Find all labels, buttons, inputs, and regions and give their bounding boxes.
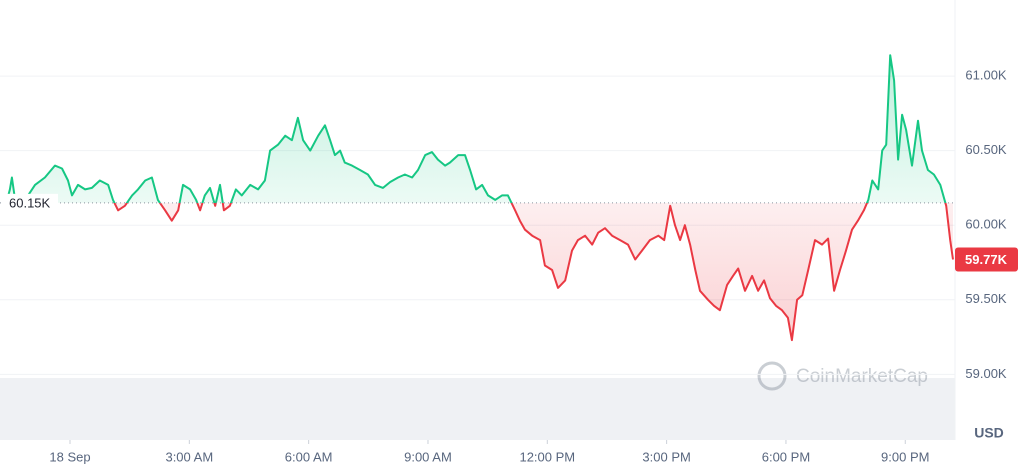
watermark-text: CoinMarketCap — [796, 366, 928, 387]
y-tick-label: 60.00K — [965, 217, 1007, 232]
y-tick-label: 61.00K — [965, 68, 1007, 83]
y-unit: USD — [974, 425, 1004, 441]
area — [5, 55, 953, 341]
y-tick-label: 59.50K — [965, 291, 1007, 306]
last-price-label: 59.77K — [965, 252, 1008, 267]
x-tick-label: 18 Sep — [49, 449, 90, 464]
x-tick-label: 3:00 PM — [642, 449, 690, 464]
baseline-label: 60.15K — [9, 195, 51, 210]
y-tick-label: 59.00K — [965, 366, 1007, 381]
price-line — [4, 54, 954, 342]
x-tick-label: 6:00 PM — [762, 449, 810, 464]
watermark: CoinMarketCap — [757, 361, 928, 391]
watermark-logo — [757, 361, 787, 391]
baseline-label-bg — [2, 193, 58, 212]
volume-area — [0, 378, 955, 440]
x-tick-label: 9:00 AM — [404, 449, 452, 464]
last-price-tag — [955, 247, 1018, 272]
x-tick-label: 6:00 AM — [285, 449, 333, 464]
x-tick-label: 3:00 AM — [165, 449, 213, 464]
x-tick-label: 9:00 PM — [881, 449, 929, 464]
y-tick-label: 60.50K — [965, 142, 1007, 157]
x-tick-label: 12:00 PM — [519, 449, 575, 464]
